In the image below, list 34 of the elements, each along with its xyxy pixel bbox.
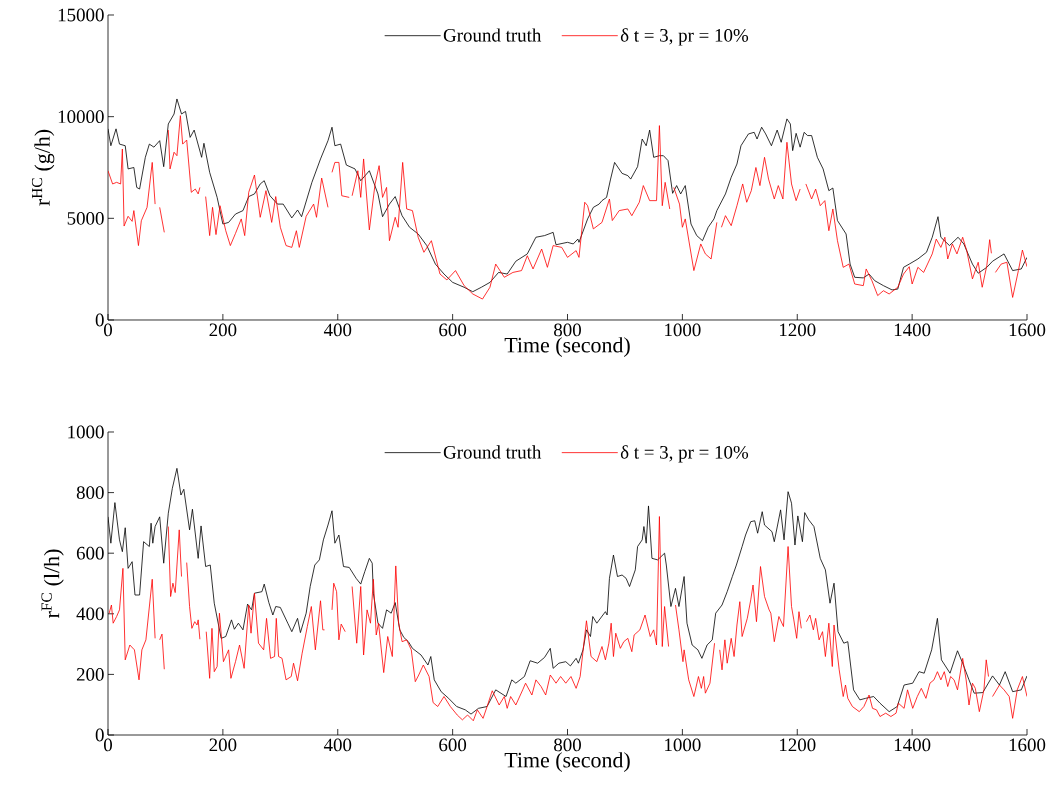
y-tick-label: 0 xyxy=(95,728,104,742)
x-axis-title: Time (second) xyxy=(504,752,630,773)
x-tick-label: 1200 xyxy=(779,738,816,752)
x-tick-label: 1400 xyxy=(894,738,931,752)
legend-label: δ t = 3, pr = 10% xyxy=(620,28,749,46)
y-tick-label: 800 xyxy=(76,486,104,499)
x-tick-label: 1200 xyxy=(779,323,816,337)
x-tick-label: 200 xyxy=(209,738,237,752)
x-tick-label: 1000 xyxy=(665,738,701,752)
y-axis-title: r$^{FC}$ (l/h) xyxy=(41,549,64,618)
x-tick-label: 400 xyxy=(323,738,352,752)
x-tick-label: 800 xyxy=(554,323,581,337)
y-tick-label: 400 xyxy=(76,607,104,621)
x-tick-label: 1400 xyxy=(894,323,931,337)
x-tick-label: 400 xyxy=(323,323,352,337)
x-tick-label: 600 xyxy=(439,323,467,337)
y-tick-label: 1000 xyxy=(68,425,104,439)
legend-label: Ground truth xyxy=(443,28,542,42)
x-tick-label: 800 xyxy=(554,738,581,752)
x-tick-label: 600 xyxy=(439,738,467,752)
y-tick-label: 0 xyxy=(95,313,104,327)
legend-label: δ t = 3, pr = 10% xyxy=(620,445,749,463)
x-tick-label: 1000 xyxy=(665,323,701,337)
y-tick-label: 600 xyxy=(76,546,104,560)
x-tick-label: 200 xyxy=(209,323,237,337)
y-axis-title: r$^{HC}$ (g/h) xyxy=(31,129,55,206)
x-tick-label: 1600 xyxy=(1009,323,1046,337)
x-tick-label: 1600 xyxy=(1009,738,1046,752)
y-tick-label: 200 xyxy=(76,668,104,681)
y-tick-label: 10000 xyxy=(58,110,104,124)
y-tick-label: 5000 xyxy=(67,211,104,225)
y-tick-label: 15000 xyxy=(58,8,104,22)
x-axis-title: Time (second) xyxy=(504,337,630,358)
legend-label: Ground truth xyxy=(443,445,542,459)
